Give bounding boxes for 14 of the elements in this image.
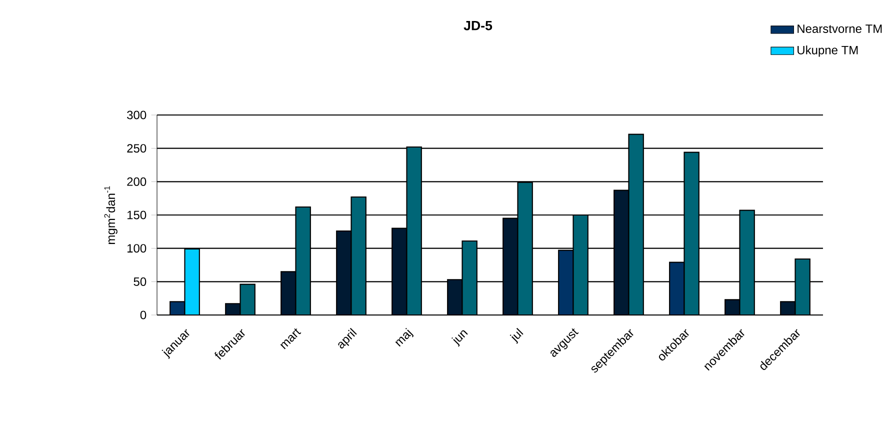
y-tick-label: 150 [128, 210, 146, 220]
legend-label: Nearstvorne TM [798, 24, 882, 33]
y-tick-label: 0 [140, 310, 146, 320]
y-tick-label: 200 [127, 177, 146, 186]
y-axis-title: mgm$^{2}$dan$^{-1}$ [104, 186, 118, 244]
y-tick-label: 100 [128, 244, 146, 253]
x-tick-label: maj [395, 328, 414, 347]
chart-title: JD-5 [464, 20, 492, 30]
y-tick-label: 50 [134, 277, 146, 286]
y-tick-label: 250 [127, 144, 146, 153]
y-tick-label: 300 [127, 110, 146, 120]
x-tick-label: jul [510, 328, 524, 344]
x-tick-label: jun [451, 330, 468, 347]
legend-label: Ukupne TM [798, 46, 858, 57]
